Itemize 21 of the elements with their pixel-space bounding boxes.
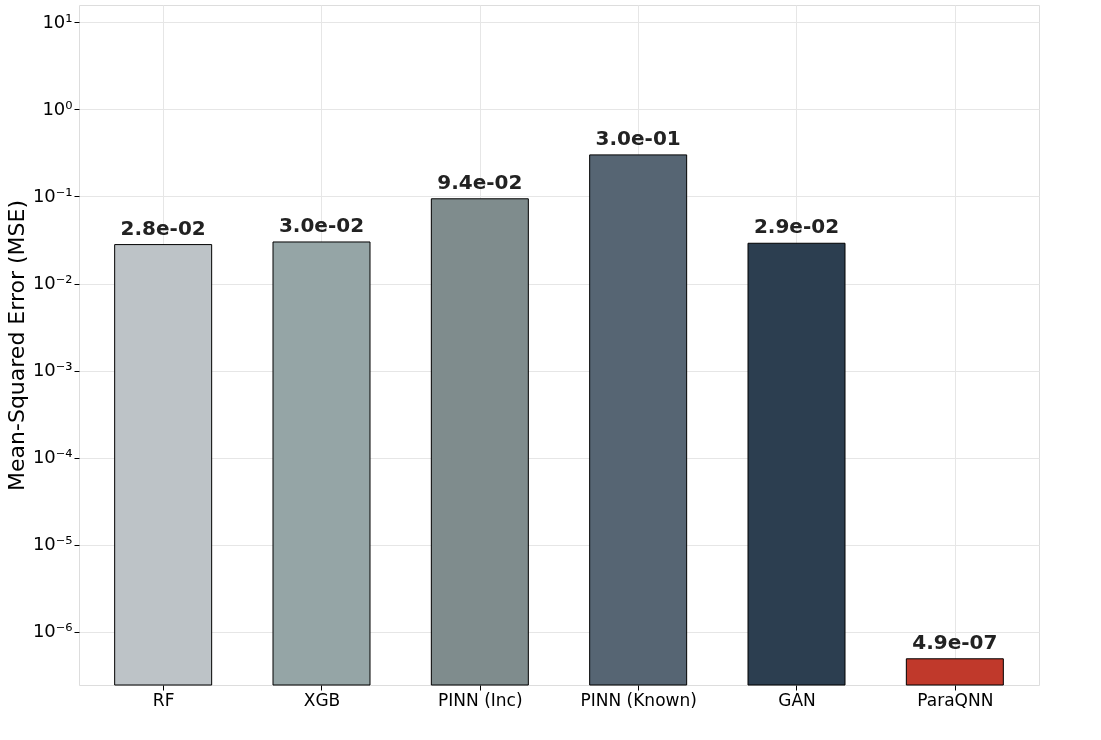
x-tick-label: PINN (Known) [580, 689, 697, 710]
data-label: 3.0e-01 [595, 125, 681, 150]
y-tick-label: 10⁻⁴ [32, 446, 73, 468]
y-tick-label: 10¹ [42, 10, 73, 32]
y-tick-label: 10⁰ [42, 97, 73, 119]
y-tick-label: 10⁻⁵ [32, 533, 73, 555]
data-label: 3.0e-02 [278, 212, 365, 237]
y-tick-label: 10⁻² [32, 272, 73, 294]
y-tick-label: 10⁻¹ [32, 184, 73, 206]
x-tick-label: GAN [778, 689, 816, 710]
x-tick-label: XGB [303, 689, 341, 710]
data-label: 9.4e-02 [437, 169, 523, 194]
y-tick-label: 10⁻³ [32, 359, 73, 381]
data-label: 2.9e-02 [753, 214, 840, 239]
data-label: 4.9e-07 [912, 629, 998, 654]
y-axis-title: Mean-Squared Error (MSE) [3, 200, 29, 491]
x-tick-label: RF [152, 689, 175, 710]
y-tick-label: 10⁻⁶ [32, 620, 73, 642]
x-tick-label: ParaQNN [917, 689, 994, 710]
data-label: 2.8e-02 [120, 215, 206, 240]
x-tick-label: PINN (Inc) [438, 689, 523, 710]
